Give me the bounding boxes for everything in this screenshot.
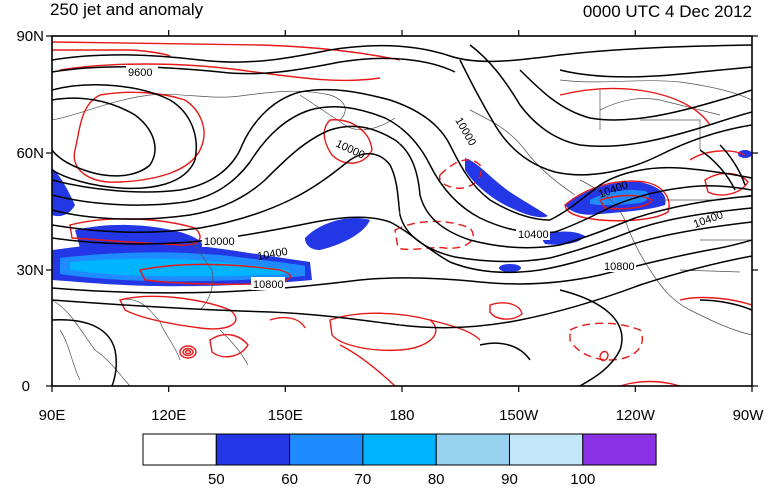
lat-label-60n: 60N: [16, 145, 44, 162]
jet-streak-canada-inner: [590, 190, 650, 206]
colorbar-label: 90: [501, 471, 518, 488]
contour-label: 10400: [518, 229, 549, 241]
jet-spot-pacific: [499, 264, 521, 272]
map-title: 250 jet and anomaly: [50, 0, 204, 19]
contour-label: 10000: [204, 236, 235, 248]
colorbar-label: 60: [281, 471, 298, 488]
lon-label-90e: 90E: [39, 407, 66, 424]
contour-label: 9600: [128, 67, 152, 79]
jet-streak-alaska: [465, 158, 548, 218]
contour-label: 10000: [334, 138, 367, 162]
lon-label-90w: 90W: [733, 407, 765, 424]
lat-label-eq: 0: [22, 378, 30, 395]
lon-label-150w: 150W: [499, 407, 539, 424]
jet-spot-east: [738, 150, 752, 158]
colorbar-label: 100: [570, 471, 595, 488]
lon-label-120w: 120W: [616, 407, 656, 424]
contour-label: 10800: [253, 279, 284, 291]
lon-axis: [51, 30, 753, 392]
colorbar-box-2: [289, 433, 364, 466]
colorbar-label: 80: [428, 471, 445, 488]
lat-label-90n: 90N: [16, 28, 44, 45]
height-contours: [52, 44, 752, 386]
colorbar-box-6: [582, 433, 657, 466]
lon-label-120e: 120E: [151, 407, 186, 424]
jet-streak-asia: [75, 224, 203, 250]
contour-label: 10000: [452, 116, 478, 148]
lon-label-180: 180: [389, 407, 414, 424]
lat-axis: [46, 35, 758, 387]
map-frame: [51, 35, 753, 387]
colorbar-label: 50: [208, 471, 225, 488]
colorbar-box-0: [142, 433, 217, 466]
jet-streak-west: [52, 168, 75, 217]
colorbar-box-3: [362, 433, 437, 466]
lon-label-150e: 150E: [268, 407, 303, 424]
colorbar: 50 60 70 80 90 100: [142, 433, 657, 488]
colorbar-box-5: [509, 433, 584, 466]
colorbar-box-1: [215, 433, 291, 466]
jet-streak-dateline: [305, 218, 370, 250]
map-date: 0000 UTC 4 Dec 2012: [582, 2, 752, 21]
colorbar-label: 70: [355, 471, 372, 488]
jet-core-max: [70, 258, 290, 277]
contour-label: 10400: [256, 246, 288, 263]
contour-label: 10800: [604, 261, 635, 273]
lat-label-30n: 30N: [16, 262, 44, 279]
colorbar-box-4: [435, 433, 511, 466]
